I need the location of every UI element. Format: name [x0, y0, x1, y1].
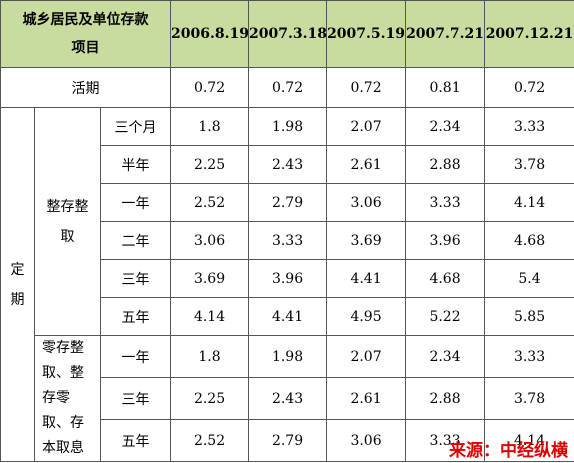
- term-label: 一年: [99, 183, 172, 222]
- table-row: 半年 2.25 2.43 2.61 2.88 3.78: [1, 145, 574, 184]
- term-label: 三年: [99, 377, 172, 420]
- rate-cell: 0.72: [170, 67, 250, 108]
- table-row: 三年 3.69 3.96 4.41 4.68 5.4: [1, 259, 574, 298]
- term-label: 一年: [99, 335, 172, 378]
- header-title: 城乡居民及单位存款项目: [0, 0, 172, 68]
- table-row: 三年 2.25 2.43 2.61 2.88 3.78: [1, 377, 574, 420]
- rate-cell: 3.06: [170, 221, 250, 260]
- column-header: 2006.8.19: [170, 0, 250, 68]
- rate-cell: 3.78: [484, 377, 574, 420]
- rate-cell: 2.52: [170, 419, 250, 462]
- rate-cell: 3.33: [405, 183, 486, 222]
- term-label: 三年: [99, 259, 172, 298]
- rate-cell: 3.78: [484, 145, 574, 184]
- column-header: 2007.7.21: [405, 0, 486, 68]
- rate-cell: 2.52: [170, 183, 250, 222]
- rate-cell: 2.07: [326, 335, 407, 378]
- rate-cell: 0.72: [248, 67, 328, 108]
- rate-cell: 0.81: [405, 67, 486, 108]
- table-row: 五年 2.52 2.79 3.06 3.33 4.14: [1, 419, 574, 462]
- table-row: 五年 4.14 4.41 4.95 5.22 5.85: [1, 297, 574, 336]
- term-label: 二年: [99, 221, 172, 260]
- column-header: 2007.12.21: [484, 0, 574, 68]
- rate-cell: 4.68: [405, 259, 486, 298]
- rate-cell: 3.96: [248, 259, 328, 298]
- rate-cell: 0.72: [326, 67, 407, 108]
- rate-cell: 1.8: [170, 335, 250, 378]
- term-label: 半年: [99, 145, 172, 184]
- table-row: 定期 整存整取 三个月 1.8 1.98 2.07 2.34 3.33: [0, 107, 574, 462]
- table-row: 城乡居民及单位存款项目 2006.8.19 2007.3.18 2007.5.19 20…: [0, 0, 574, 68]
- term-label: 五年: [99, 419, 172, 462]
- term-label: 五年: [99, 297, 172, 336]
- rate-cell: 4.14: [484, 419, 574, 462]
- group-label: 零存整取、整存零取、存本取息: [34, 335, 101, 462]
- rate-cell: 4.14: [170, 297, 250, 336]
- rate-cell: 2.79: [248, 419, 328, 462]
- rate-cell: 3.96: [405, 221, 486, 260]
- rate-cell: 2.43: [248, 145, 328, 184]
- rate-cell: 2.61: [326, 145, 407, 184]
- rate-cell: 3.69: [326, 221, 407, 260]
- rate-cell: 3.33: [484, 107, 574, 146]
- rate-cell: 2.88: [405, 145, 486, 184]
- rate-cell: 2.25: [170, 145, 250, 184]
- rate-cell: 3.33: [248, 221, 328, 260]
- column-header: 2007.5.19: [326, 0, 407, 68]
- table-row: 零存整取、整存零取、存本取息 一年 1.8 1.98 2.07 2.34 3.33: [1, 335, 574, 462]
- rate-cell: 4.95: [326, 297, 407, 336]
- rate-cell: 3.33: [484, 335, 574, 378]
- rate-cell: 2.07: [326, 107, 407, 146]
- rate-cell: 0.72: [484, 67, 574, 108]
- row-label: 活期: [0, 67, 172, 108]
- rate-cell: 1.98: [248, 107, 328, 146]
- table-row: 活期 0.72 0.72 0.72 0.81 0.72: [0, 67, 574, 108]
- rate-cell: 4.14: [484, 183, 574, 222]
- table-row: 二年 3.06 3.33 3.69 3.96 4.68: [1, 221, 574, 260]
- rate-cell: 5.85: [484, 297, 574, 336]
- column-header: 2007.3.18: [248, 0, 328, 68]
- rate-cell: 3.69: [170, 259, 250, 298]
- rate-cell: 5.22: [405, 297, 486, 336]
- rate-cell: 3.06: [326, 183, 407, 222]
- fixed-label: 定期: [0, 107, 35, 462]
- source: 来源：中经纵横: [449, 441, 568, 461]
- group-label: 整存整取: [34, 107, 101, 336]
- rate-cell: 2.43: [248, 377, 328, 420]
- table-row: 一年 2.52 2.79 3.06 3.33 4.14: [1, 183, 574, 222]
- rate-cell: 4.41: [248, 297, 328, 336]
- rate-cell: 3.06: [326, 419, 407, 462]
- rate-cell: 2.79: [248, 183, 328, 222]
- rate-cell: 2.34: [405, 107, 486, 146]
- rate-cell: 1.98: [248, 335, 328, 378]
- rate-cell: 2.61: [326, 377, 407, 420]
- rate-cell: 1.8: [170, 107, 250, 146]
- rate-cell: 3.33: [405, 419, 486, 462]
- rate-cell: 4.41: [326, 259, 407, 298]
- rate-cell: 2.88: [405, 377, 486, 420]
- rate-cell: 4.68: [484, 221, 574, 260]
- rate-cell: 2.25: [170, 377, 250, 420]
- rate-cell: 5.4: [484, 259, 574, 298]
- rate-cell: 2.34: [405, 335, 486, 378]
- term-label: 三个月: [99, 107, 172, 146]
